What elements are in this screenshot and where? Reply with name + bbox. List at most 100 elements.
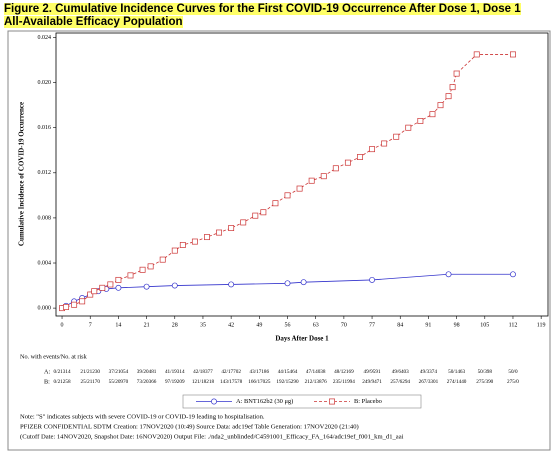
data-point — [453, 70, 460, 77]
data-point — [405, 124, 412, 131]
risk-cell: 235/11994 — [333, 379, 355, 385]
data-point — [191, 238, 198, 245]
risk-cell: 55/20970 — [109, 379, 129, 385]
data-point — [216, 229, 223, 236]
data-point — [99, 284, 106, 291]
risk-cell: 249/9471 — [362, 379, 382, 385]
title-block: Figure 2. Cumulative Incidence Curves fo… — [4, 3, 521, 29]
series-line — [61, 54, 513, 309]
risk-cell: 257/6294 — [390, 379, 410, 385]
risk-cell: 50/1463 — [448, 369, 465, 375]
data-point — [429, 111, 436, 118]
y-tick-label: 0.020 — [38, 80, 52, 86]
data-point — [63, 304, 70, 310]
x-tick-label: 63 — [313, 322, 319, 328]
x-tick-label: 105 — [480, 322, 489, 328]
risk-cell: 73/20366 — [137, 379, 157, 385]
x-tick-label: 84 — [397, 322, 403, 328]
x-tick-label: 98 — [454, 322, 460, 328]
risk-cell: 42/17702 — [221, 369, 241, 375]
data-point — [369, 146, 376, 153]
legend-label: B: Placebo — [354, 398, 382, 405]
data-point — [284, 192, 291, 199]
note: (Cutoff Date: 14NOV2020, Snapshot Date: … — [20, 434, 404, 441]
data-point — [240, 219, 247, 226]
chart-title: Figure 2. Cumulative Incidence Curves fo… — [4, 3, 521, 15]
y-tick-label: 0.016 — [38, 125, 52, 131]
data-point — [320, 173, 327, 180]
risk-cell: 49/6403 — [392, 369, 409, 375]
risk-cell: 275/390 — [476, 379, 493, 385]
risk-row-label: B: — [44, 378, 50, 385]
chart-subtitle: All-Available Efficacy Population — [4, 16, 183, 28]
series-line — [61, 273, 513, 309]
note: Note: "S" indicates subjects with severe… — [20, 414, 265, 421]
data-point — [284, 280, 291, 287]
data-point — [445, 271, 452, 278]
risk-cell: 42/18377 — [193, 369, 213, 375]
x-tick-label: 56 — [285, 322, 291, 328]
data-point — [357, 154, 363, 160]
risk-cell: 0/21314 — [54, 369, 71, 375]
x-tick-label: 91 — [425, 322, 431, 328]
x-tick-label: 42 — [228, 322, 234, 328]
x-tick-label: 7 — [89, 322, 92, 328]
data-point — [91, 288, 98, 295]
data-point — [510, 51, 516, 58]
x-tick-label: 70 — [341, 322, 347, 328]
risk-cell: 47/14038 — [306, 369, 326, 375]
data-point — [332, 165, 339, 172]
data-point — [510, 271, 516, 278]
risk-cell: 50/0 — [508, 369, 518, 375]
risk-cell: 0/21258 — [54, 379, 71, 385]
data-point — [437, 102, 444, 109]
legend-marker — [211, 398, 217, 405]
risk-cell: 192/15290 — [276, 379, 299, 385]
x-tick-label: 14 — [115, 322, 121, 328]
x-tick-label: 35 — [200, 322, 206, 328]
data-point — [204, 234, 210, 241]
x-tick-label: 119 — [537, 322, 546, 328]
risk-cell: 48/12169 — [334, 369, 354, 375]
data-point — [179, 242, 186, 248]
data-point — [79, 298, 86, 305]
data-point — [171, 282, 178, 289]
data-point — [272, 200, 279, 207]
data-point — [127, 272, 134, 279]
data-point — [473, 51, 480, 58]
risk-cell: 50/398 — [478, 369, 493, 375]
note: PFIZER CONFIDENTIAL SDTM Creation: 17NOV… — [20, 424, 359, 431]
data-point — [147, 263, 154, 270]
y-tick-label: 0.000 — [38, 305, 52, 311]
risk-cell: 25/21170 — [81, 379, 101, 385]
risk-cell: 212/13876 — [305, 379, 328, 385]
data-point — [228, 281, 235, 288]
risk-cell: 21/21230 — [80, 369, 100, 375]
risk-cell: 274/1440 — [447, 379, 467, 385]
data-point — [393, 133, 400, 140]
data-point — [381, 140, 388, 147]
plot-frame — [55, 32, 549, 317]
risk-row-label: A: — [44, 368, 50, 375]
x-tick-label: 28 — [172, 322, 178, 328]
data-point — [296, 185, 303, 192]
risk-cell: 143/17578 — [220, 379, 243, 385]
y-tick-label: 0.004 — [38, 260, 52, 266]
x-axis-label: Days After Dose 1 — [275, 335, 329, 343]
data-point — [171, 247, 178, 254]
data-point — [445, 93, 452, 100]
risk-cell: 97/19209 — [165, 379, 185, 385]
data-point — [71, 301, 78, 308]
risk-cell: 166/17025 — [248, 379, 271, 385]
x-tick-label: 21 — [144, 322, 150, 328]
data-point — [139, 266, 146, 273]
data-point — [417, 117, 424, 124]
risk-cell: 121/18218 — [192, 379, 215, 385]
risk-cell: 37/21054 — [109, 369, 129, 375]
data-point — [107, 281, 114, 288]
legend-box — [182, 394, 422, 409]
risk-cell: 44/15464 — [278, 369, 298, 375]
data-point — [260, 209, 267, 216]
